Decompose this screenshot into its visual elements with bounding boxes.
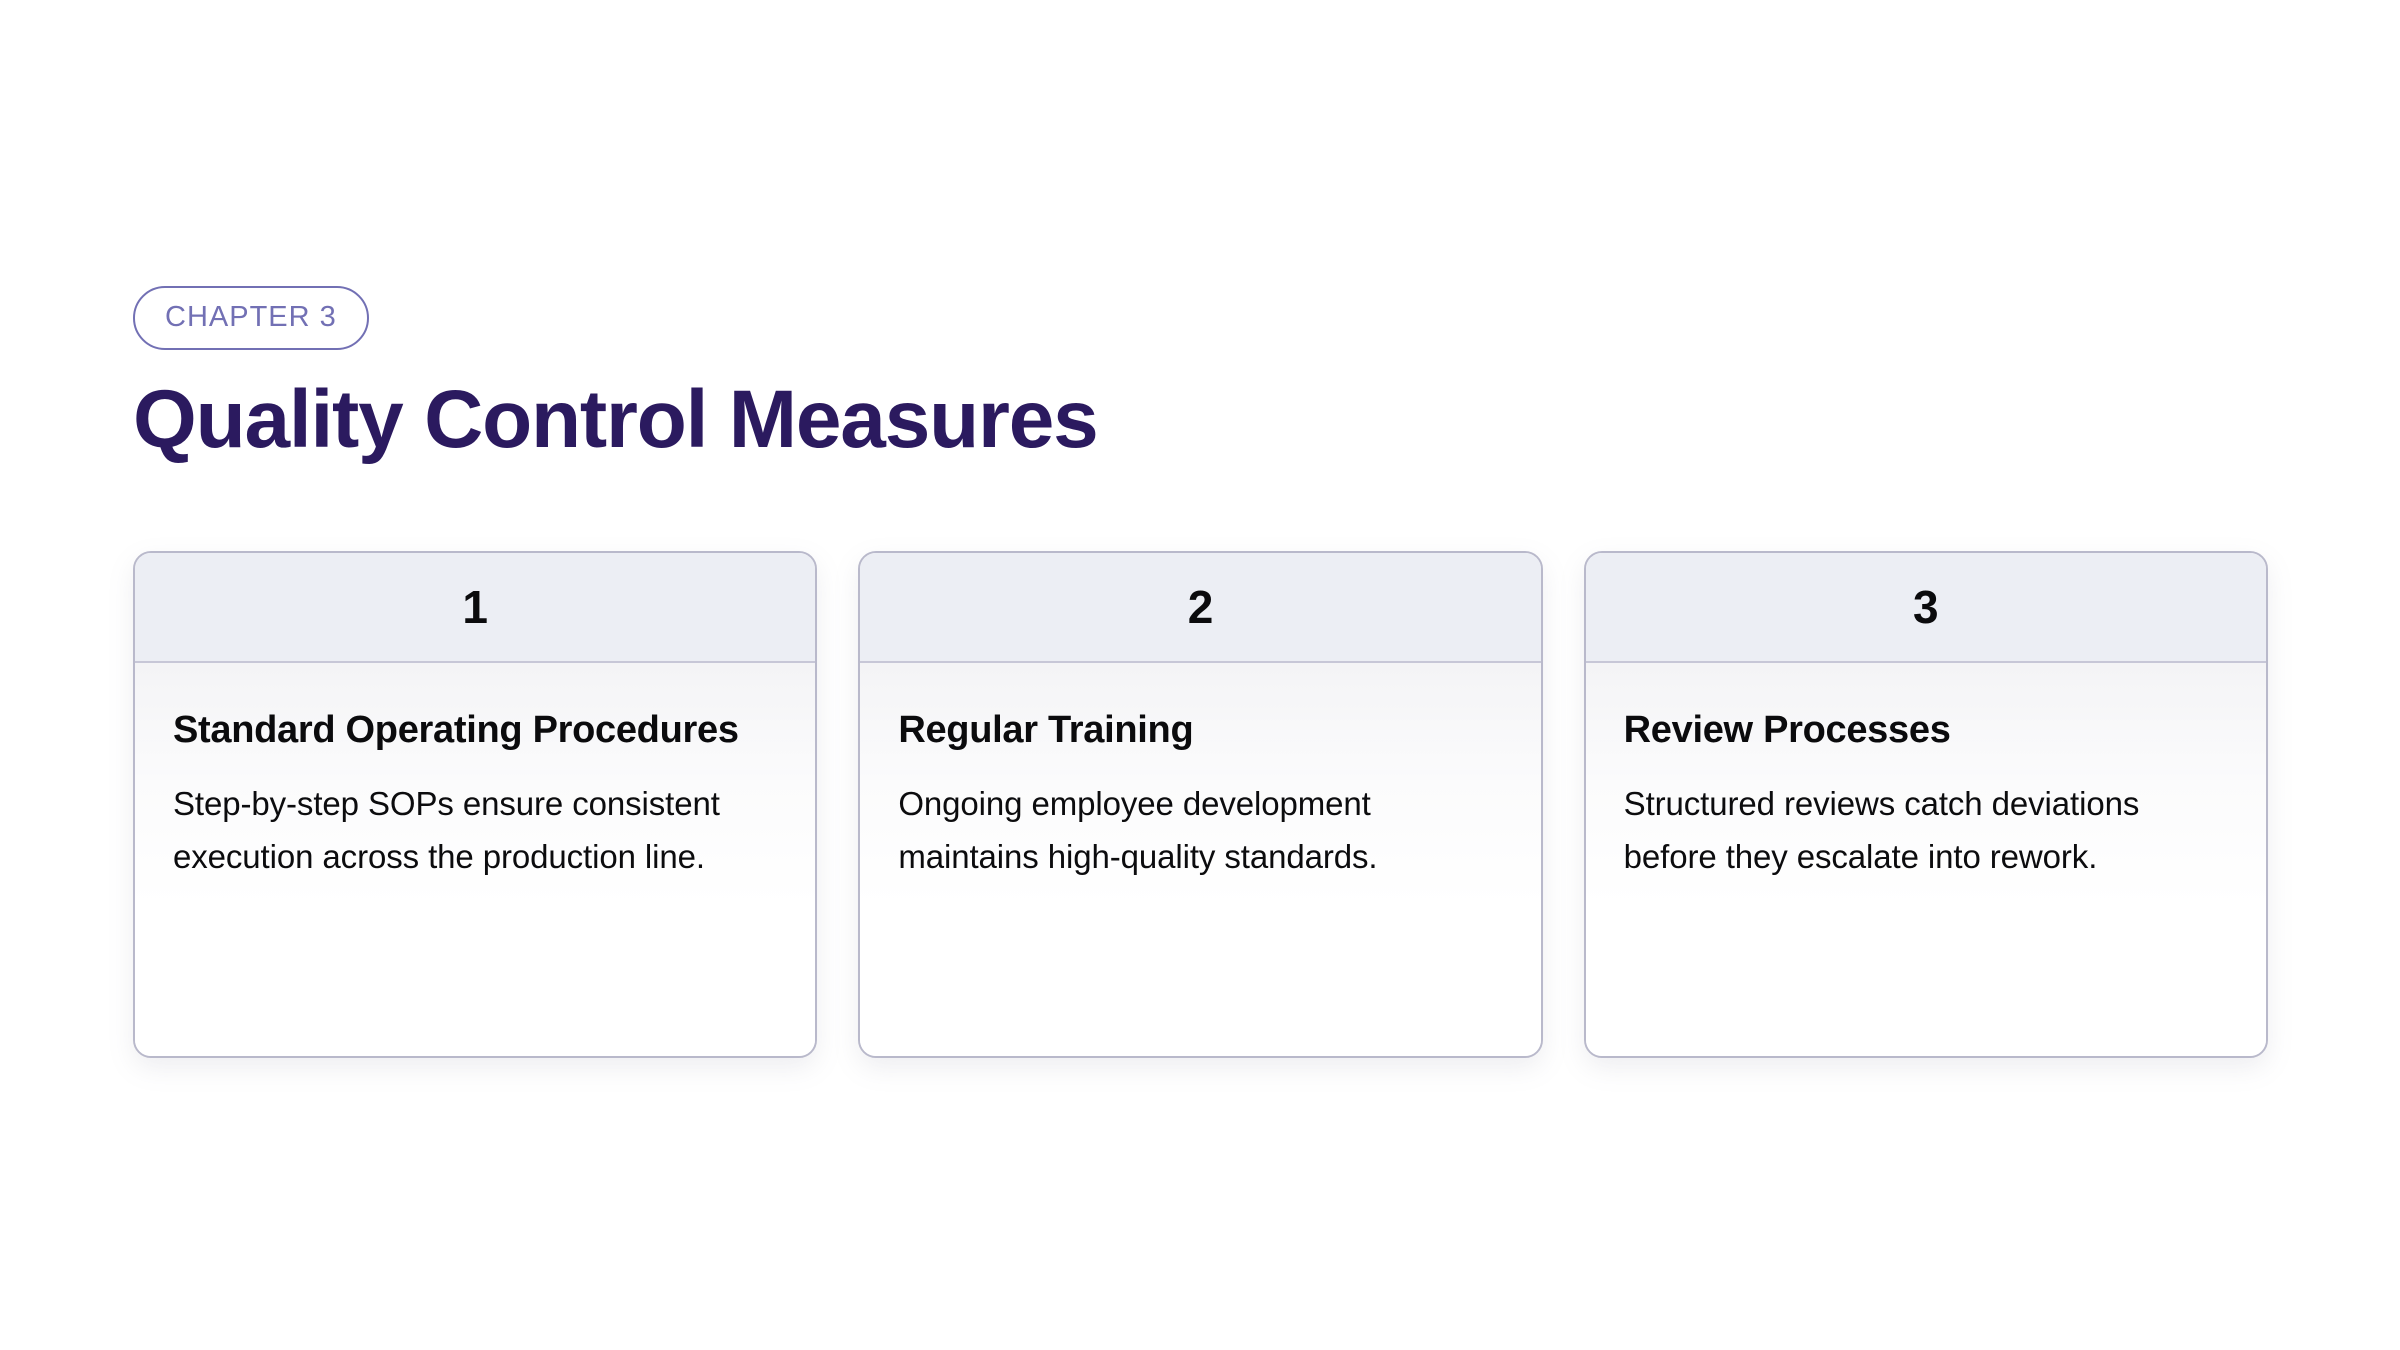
card-title: Review Processes	[1623, 709, 1951, 751]
card-number: 3	[1913, 581, 1939, 633]
chapter-badge: CHAPTER 3	[133, 286, 369, 350]
card-body: Regular Training Ongoing employee develo…	[860, 663, 1541, 1056]
card-title: Regular Training	[898, 709, 1194, 751]
card-number-header: 1	[135, 553, 816, 663]
card-body: Standard Operating Procedures Step-by-st…	[135, 663, 816, 1056]
card-description: Structured reviews catch deviations befo…	[1623, 784, 2140, 876]
card-number: 2	[1187, 581, 1214, 633]
card-title: Standard Operating Procedures	[173, 709, 739, 751]
card-number: 1	[462, 581, 488, 633]
card-description: Step-by-step SOPs ensure consistent exec…	[173, 784, 720, 876]
card-item[interactable]: 3 Review Processes Structured reviews ca…	[1583, 551, 2268, 1058]
card-body: Review Processes Structured reviews catc…	[1585, 663, 2266, 1056]
card-number-header: 2	[860, 553, 1541, 663]
page-title: Quality Control Measures	[133, 374, 1099, 465]
card-grid: 1 Standard Operating Procedures Step-by-…	[133, 551, 2268, 1058]
card-item[interactable]: 2 Regular Training Ongoing employee deve…	[858, 551, 1543, 1058]
slide-header: CHAPTER 3 Quality Control Measures	[133, 286, 2273, 462]
card-item[interactable]: 1 Standard Operating Procedures Step-by-…	[133, 551, 818, 1058]
card-number-header: 3	[1585, 553, 2266, 663]
card-description: Ongoing employee development maintains h…	[898, 784, 1378, 876]
